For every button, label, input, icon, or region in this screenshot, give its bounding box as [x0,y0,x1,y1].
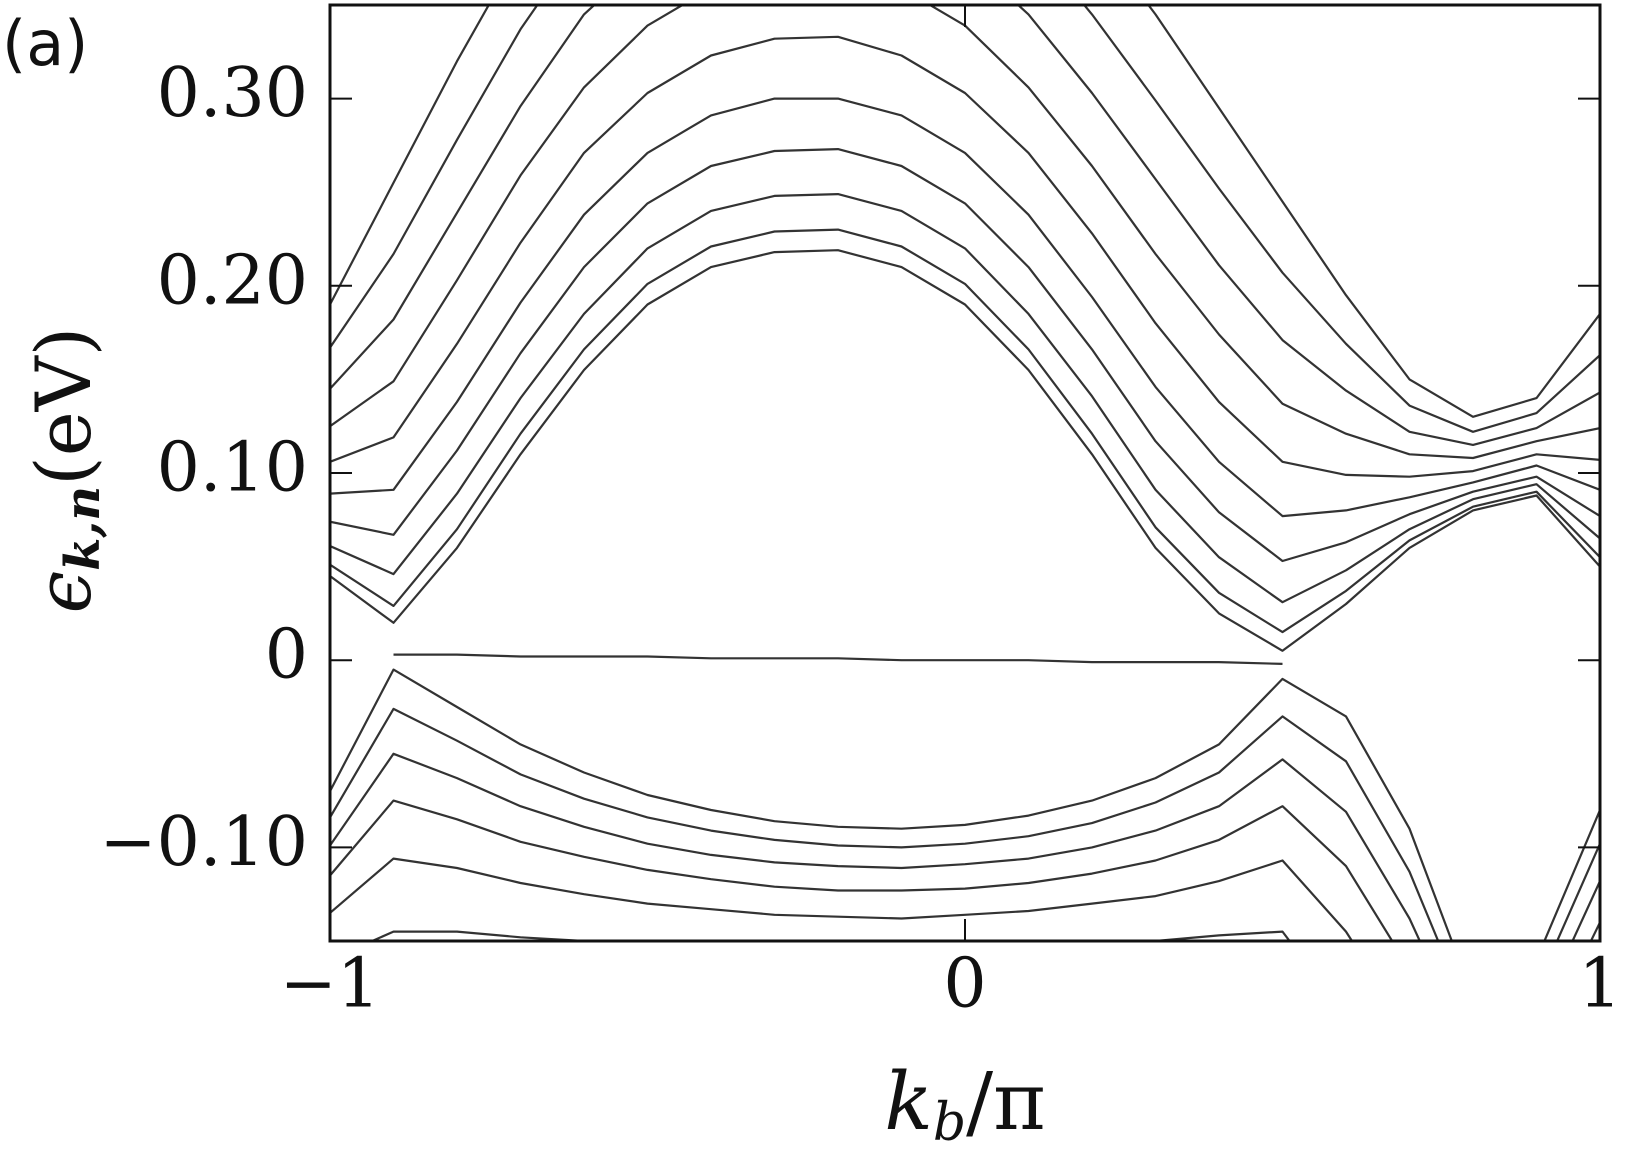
x-tick-label: 1 [1578,945,1621,1024]
band-line [369,930,1291,941]
plot-frame [328,3,1602,943]
band-line [330,228,1600,634]
band-line [330,193,1600,604]
y-label-part: ϵ [19,571,108,614]
x-tick-label: 0 [943,945,986,1024]
band-line [393,653,1283,665]
panel-label: (a) [2,7,88,80]
y-tick-label: −0.10 [100,803,308,882]
x-label-part: k [884,1055,932,1148]
band-line [330,5,1600,433]
x-label-part: /π [966,1055,1046,1148]
band-line [330,5,1600,460]
y-axis-label: ϵk,n(eV) [19,327,111,614]
x-tick-label: −1 [280,945,380,1024]
band-line [330,668,1600,941]
y-tick-label: 0.10 [157,429,308,508]
band-line [330,752,1600,941]
band-line [330,148,1600,563]
band-line [330,799,1600,941]
y-tick-label: 0.20 [157,241,308,320]
band-line [330,97,1600,518]
band-line [330,249,1600,652]
y-label-part: (eV) [19,327,108,486]
band-lines [330,5,1600,941]
x-axis-label: kb/π [884,1055,1045,1153]
x-label-part: b [933,1093,966,1153]
y-tick-label: 0 [265,616,308,695]
y-tick-label: 0.30 [157,54,308,133]
band-line [330,857,1354,941]
band-line [330,5,1600,446]
band-line [330,707,1600,941]
band-line [330,35,1600,478]
y-label-part: k,n [55,486,111,571]
band-line [330,5,1600,418]
